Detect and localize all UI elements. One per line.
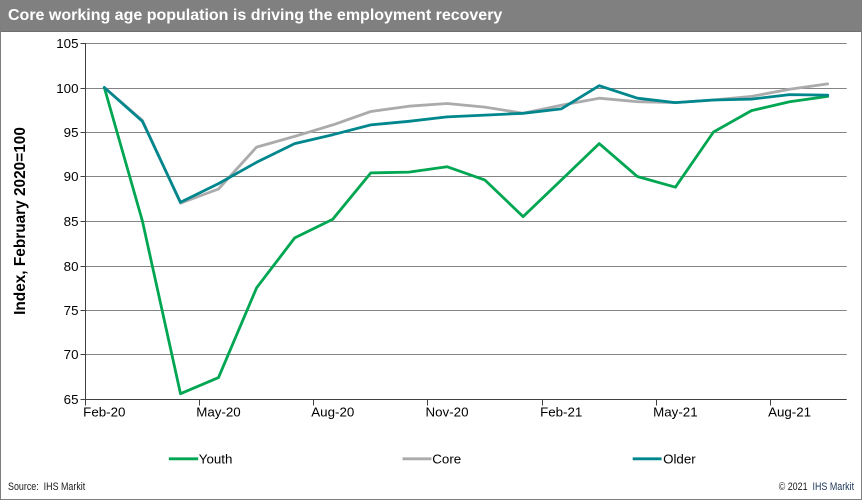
- svg-text:May-21: May-21: [653, 405, 697, 420]
- svg-text:Older: Older: [663, 452, 696, 467]
- svg-text:75: 75: [64, 303, 79, 318]
- svg-text:Aug-20: Aug-20: [311, 405, 354, 420]
- svg-text:105: 105: [56, 36, 78, 51]
- svg-text:Youth: Youth: [199, 452, 233, 467]
- svg-text:Index, February 2020=100: Index, February 2020=100: [12, 127, 29, 315]
- svg-text:65: 65: [64, 392, 79, 407]
- svg-text:95: 95: [64, 125, 79, 140]
- svg-text:80: 80: [64, 259, 79, 274]
- svg-text:Nov-20: Nov-20: [426, 405, 469, 420]
- svg-text:Aug-21: Aug-21: [768, 405, 811, 420]
- svg-text:70: 70: [64, 347, 79, 362]
- svg-text:85: 85: [64, 214, 79, 229]
- svg-text:Feb-20: Feb-20: [83, 405, 125, 420]
- svg-text:Feb-21: Feb-21: [540, 405, 582, 420]
- svg-text:Core: Core: [432, 452, 461, 467]
- svg-text:90: 90: [64, 169, 79, 184]
- svg-text:May-20: May-20: [196, 405, 240, 420]
- svg-text:100: 100: [56, 81, 78, 96]
